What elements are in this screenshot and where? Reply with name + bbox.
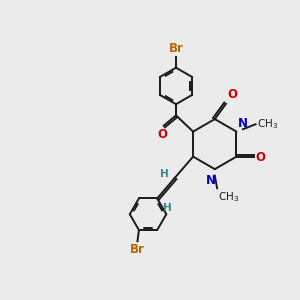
- Text: Br: Br: [169, 42, 184, 55]
- Text: O: O: [255, 151, 265, 164]
- Text: CH$_3$: CH$_3$: [257, 117, 278, 130]
- Text: H: H: [163, 203, 172, 213]
- Text: O: O: [157, 128, 167, 141]
- Text: N: N: [206, 174, 216, 188]
- Text: CH$_3$: CH$_3$: [218, 190, 239, 204]
- Text: H: H: [160, 169, 168, 179]
- Text: N: N: [238, 117, 248, 130]
- Text: Br: Br: [130, 243, 145, 256]
- Text: O: O: [227, 88, 237, 101]
